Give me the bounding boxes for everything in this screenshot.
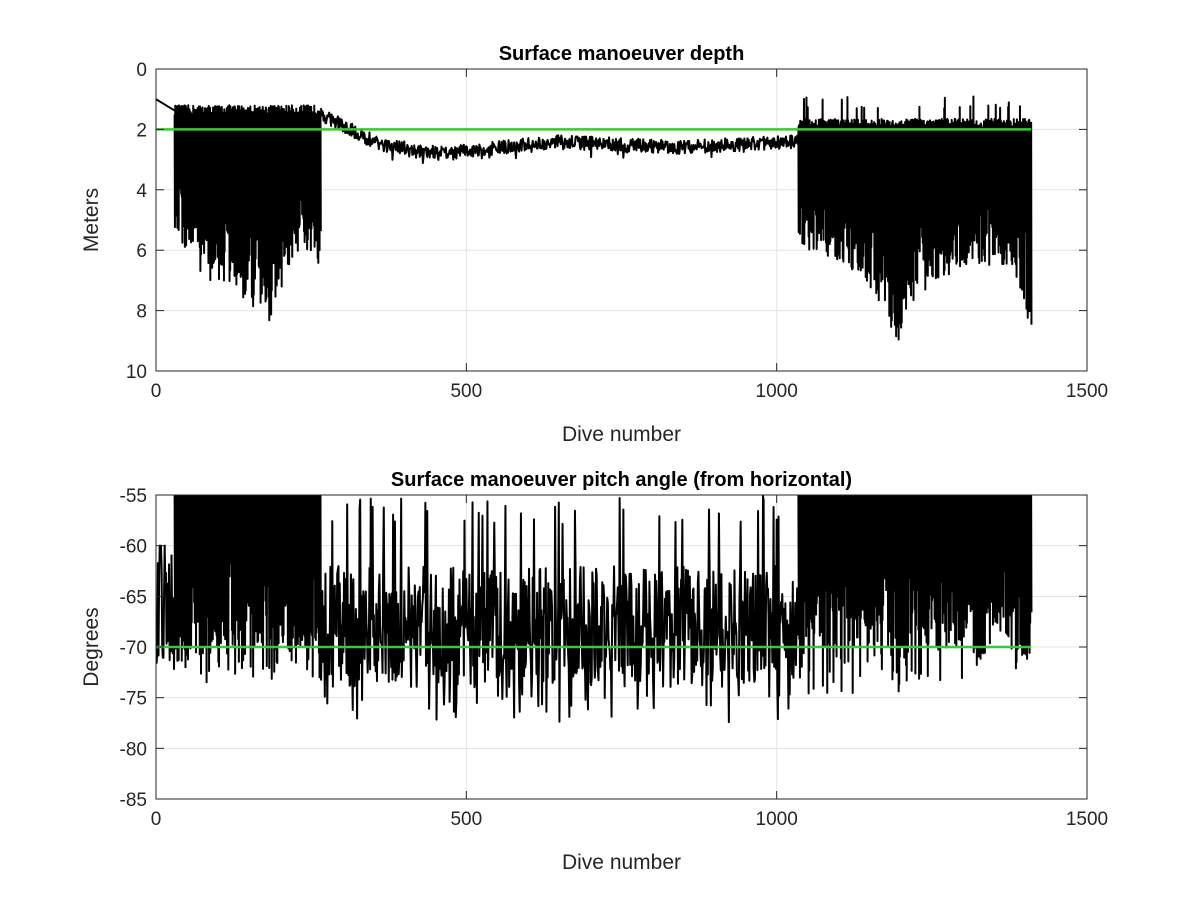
y-tick-label: -80 (120, 739, 147, 760)
y-tick-label: 2 (136, 120, 147, 141)
y-tick-label: 6 (136, 241, 147, 262)
x-axis-label: Dive number (562, 423, 681, 446)
x-axis-label: Dive number (562, 851, 681, 874)
data-series-line (156, 495, 1033, 724)
plot-area (156, 95, 1033, 341)
x-tick-label: 1000 (756, 381, 798, 402)
x-tick-label: 500 (450, 809, 482, 830)
x-tick-label: 0 (151, 809, 162, 830)
y-axis-label: Degrees (80, 607, 103, 686)
chart-title: Surface manoeuver pitch angle (from hori… (391, 469, 852, 491)
x-tick-label: 0 (151, 381, 162, 402)
data-series-line (156, 95, 1033, 341)
y-tick-label: 8 (136, 302, 147, 323)
y-tick-label: -75 (120, 689, 147, 710)
y-tick-label: -55 (120, 486, 147, 507)
y-tick-label: 0 (136, 60, 147, 81)
axes-box (155, 68, 1088, 372)
x-tick-label: 1500 (1066, 809, 1108, 830)
y-tick-label: 10 (126, 362, 147, 383)
chart-title: Surface manoeuver depth (499, 43, 745, 65)
x-tick-label: 1000 (756, 809, 798, 830)
x-tick-label: 1500 (1066, 381, 1108, 402)
depth-panel: 0 500 1000 1500 0 2 4 6 8 10 Surface manoeuver dep… (80, 43, 1108, 446)
y-tick-label: -65 (120, 587, 147, 608)
y-tick-label: -60 (120, 537, 147, 558)
x-tick-label: 500 (450, 381, 482, 402)
y-tick-label: 4 (136, 181, 147, 202)
plot-area (156, 495, 1033, 724)
y-tick-label: -70 (120, 638, 147, 659)
y-axis-label: Meters (80, 188, 103, 252)
pitch-panel: 0 500 1000 1500 -55 -60 -65 -70 -75 -80 -85 Surface… (80, 469, 1108, 874)
y-tick-label: -85 (120, 790, 147, 811)
